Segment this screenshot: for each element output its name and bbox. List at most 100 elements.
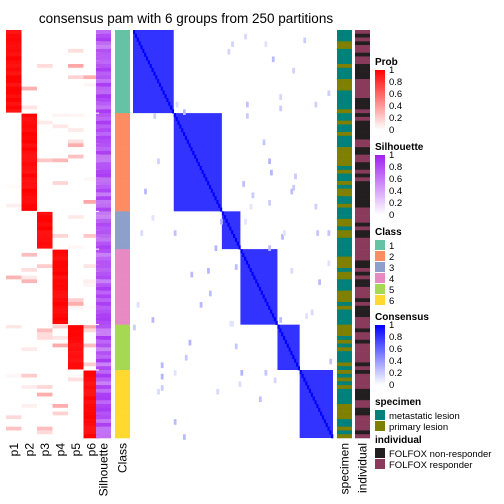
legend-item-label: FOLFOX responder [389, 460, 472, 471]
consensus-diagonal-cell [236, 241, 239, 246]
prob-cell [52, 264, 69, 269]
prob-cell [68, 120, 84, 125]
prob-cell [52, 271, 69, 276]
individual-cell [355, 192, 370, 197]
consensus-diagonal-cell [307, 385, 310, 390]
class-cell [115, 298, 130, 303]
prob-cell [6, 332, 22, 337]
consensus-diagonal-cell [214, 196, 217, 201]
specimen-cell [337, 79, 352, 84]
prob-cell [68, 358, 84, 363]
individual-cell [355, 90, 370, 95]
prob-cell [37, 256, 53, 261]
prob-cell [6, 388, 22, 393]
class-cell [115, 128, 130, 133]
prob-cell [83, 366, 100, 371]
consensus-diagonal-cell [194, 154, 197, 159]
prob-cell [37, 237, 53, 242]
specimen-cell [337, 45, 352, 50]
class-cell [115, 324, 130, 329]
annotation-label: specimen [338, 443, 352, 494]
consensus-diagonal-cell [277, 324, 280, 329]
prob-cell [6, 400, 22, 405]
consensus-offblock-cell [140, 230, 144, 236]
prob-cell [52, 370, 69, 375]
consensus-offblock-cell [188, 339, 192, 346]
specimen-cell [337, 237, 352, 242]
prob-cell [68, 143, 84, 148]
prob-cell [37, 351, 53, 356]
prob-cell [37, 283, 53, 288]
consensus-diagonal-cell [149, 64, 152, 69]
prob-cell [52, 33, 69, 38]
prob-cell [6, 328, 22, 333]
prob-cell [83, 260, 100, 265]
prob-cell [52, 45, 69, 50]
class-cell [115, 169, 130, 174]
individual-cell [355, 381, 370, 386]
prob-cell [68, 41, 84, 46]
consensus-diagonal-cell [292, 354, 295, 359]
consensus-diagonal-cell [249, 268, 252, 273]
class-cell [115, 286, 130, 291]
prob-cell [21, 275, 38, 280]
silhouette-cell [96, 173, 111, 178]
consensus-offblock-cell [292, 67, 296, 74]
specimen-cell [337, 366, 352, 371]
prob-cell [6, 260, 22, 265]
individual-cell [355, 283, 370, 288]
consensus-offblock-cell [183, 109, 186, 115]
consensus-offblock-cell [305, 313, 308, 319]
prob-cell [6, 215, 22, 220]
prob-cell [83, 41, 100, 46]
consensus-diagonal-cell [318, 407, 321, 412]
consensus-diagonal-cell [225, 218, 228, 223]
prob-cell [37, 234, 53, 239]
prob-cell [68, 426, 84, 431]
prob-cell [68, 116, 84, 121]
prob-cell [6, 94, 22, 99]
prob-cell [37, 132, 53, 137]
prob-cell [83, 419, 100, 424]
consensus-offblock-cell [314, 101, 318, 108]
prob-cell [52, 351, 69, 356]
prob-cell [68, 75, 84, 80]
consensus-offblock-cell [292, 184, 296, 191]
prob-cell [68, 169, 84, 174]
prob-cell [52, 215, 69, 220]
specimen-cell [337, 411, 352, 416]
prob-cell [37, 430, 53, 435]
prob-cell [37, 271, 53, 276]
silhouette-cell [96, 426, 111, 431]
specimen-cell [337, 354, 352, 359]
individual-cell [355, 385, 370, 390]
specimen-cell [337, 113, 352, 118]
class-cell [115, 67, 130, 72]
class-cell [115, 94, 130, 99]
silhouette-cell [96, 400, 111, 405]
prob-cell [37, 173, 53, 178]
prob-cell [21, 404, 38, 409]
class-cell [115, 52, 130, 57]
prob-cell [6, 234, 22, 239]
prob-cell [68, 30, 84, 35]
prob-cell [6, 249, 22, 254]
prob-cell [52, 147, 69, 152]
individual-cell [355, 222, 370, 227]
legend-tick-label: 1 [389, 320, 394, 331]
prob-cell [68, 135, 84, 140]
prob-cell [21, 67, 38, 72]
silhouette-cell [96, 252, 111, 257]
individual-cell [355, 415, 370, 420]
prob-cell [52, 79, 69, 84]
prob-cell [68, 79, 84, 84]
specimen-cell [337, 400, 352, 405]
specimen-cell [337, 415, 352, 420]
consensus-diagonal-cell [321, 415, 325, 420]
class-cell [115, 275, 130, 280]
silhouette-cell [96, 143, 111, 148]
consensus-diagonal-cell [145, 56, 149, 61]
prob-cell [6, 275, 22, 280]
prob-cell [37, 135, 53, 140]
prob-cell [6, 139, 22, 144]
